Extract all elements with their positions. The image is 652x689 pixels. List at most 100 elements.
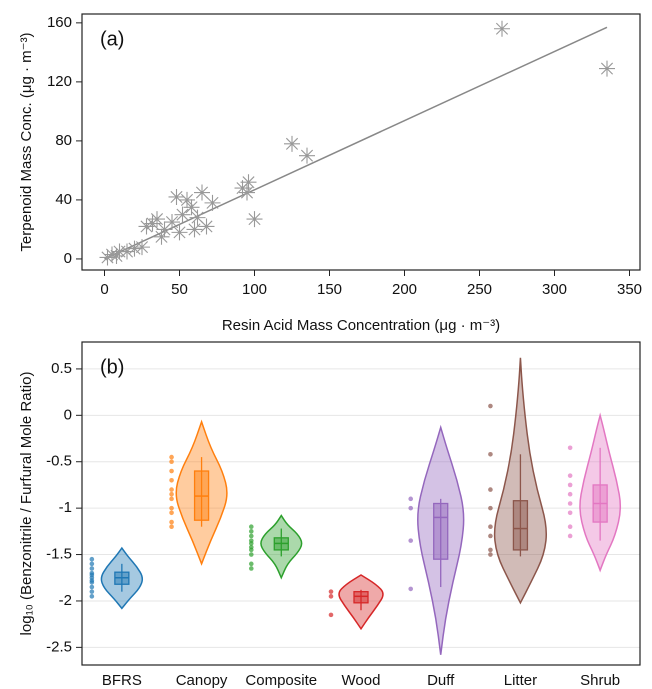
point <box>248 547 254 553</box>
point <box>169 505 174 511</box>
point <box>204 194 221 211</box>
x-tick-label: BFRS <box>102 672 142 689</box>
point <box>488 452 493 457</box>
x-tick-label: 50 <box>171 281 188 298</box>
panel-label: (b) <box>100 356 124 378</box>
point <box>89 556 95 562</box>
y-tick-label: 0 <box>64 250 72 267</box>
y-tick-label: -1 <box>59 499 72 516</box>
box <box>353 591 369 604</box>
x-tick-label: Canopy <box>176 672 228 689</box>
point <box>189 209 206 226</box>
point <box>248 529 254 534</box>
x-tick-label: 300 <box>542 281 567 298</box>
point <box>169 459 174 465</box>
point <box>248 561 254 567</box>
point <box>488 487 493 492</box>
point <box>567 533 573 539</box>
point <box>488 524 493 530</box>
point <box>169 491 174 497</box>
point <box>328 594 334 599</box>
y-tick-label: 40 <box>55 191 72 208</box>
point <box>126 240 143 257</box>
point <box>248 552 254 557</box>
point <box>169 468 174 474</box>
point <box>567 491 573 497</box>
point <box>194 184 210 201</box>
point <box>567 510 573 516</box>
x-tick-label: 200 <box>392 281 417 298</box>
point <box>99 249 116 266</box>
plot-frame <box>81 13 641 271</box>
point <box>156 221 173 238</box>
point <box>89 580 95 585</box>
point <box>174 206 191 223</box>
point <box>488 505 493 511</box>
point <box>408 505 414 511</box>
point <box>89 589 95 594</box>
point <box>119 243 135 260</box>
point <box>567 482 573 488</box>
point <box>408 586 414 592</box>
x-tick-label: 350 <box>617 281 642 298</box>
point <box>169 487 174 492</box>
y-tick-label: -1.5 <box>46 546 72 563</box>
point <box>138 218 155 235</box>
y-tick-label: 0 <box>64 406 72 423</box>
point <box>89 566 95 571</box>
point <box>248 524 254 530</box>
point <box>408 496 414 502</box>
y-tick-label: 120 <box>47 73 72 90</box>
point <box>153 228 170 245</box>
point <box>328 612 334 618</box>
point <box>567 445 573 451</box>
x-tick-label: 100 <box>242 281 267 298</box>
point <box>299 147 315 164</box>
y-tick-label: 80 <box>55 132 72 149</box>
point <box>169 519 174 525</box>
y-axis-label: log₁₀ (Benzonitrile / Furfural Mole Rati… <box>18 372 35 636</box>
box <box>512 500 529 551</box>
y-tick-label: -2 <box>59 592 72 609</box>
point <box>169 510 174 516</box>
x-tick-label: 0 <box>100 281 108 298</box>
y-tick-label: 0.5 <box>51 360 72 377</box>
point <box>494 20 510 37</box>
y-tick-label: 160 <box>47 14 72 31</box>
x-tick-label: Wood <box>342 672 381 689</box>
point <box>108 247 125 264</box>
x-axis-label: Resin Acid Mass Concentration (μg · m⁻³) <box>222 317 500 334</box>
point <box>239 184 255 201</box>
point <box>171 224 188 241</box>
point <box>164 214 180 231</box>
point <box>246 211 263 228</box>
point <box>567 524 573 530</box>
point <box>104 246 120 263</box>
x-tick-label: 250 <box>467 281 492 298</box>
point <box>168 188 185 205</box>
point <box>488 403 493 409</box>
plot-frame <box>81 341 641 666</box>
point <box>488 533 493 539</box>
y-axis-label: Terpenoid Mass Conc. (μg · m⁻³) <box>18 32 35 251</box>
y-tick-label: -0.5 <box>46 453 72 470</box>
point <box>328 589 334 594</box>
point <box>248 533 254 539</box>
point <box>89 594 95 599</box>
y-tick-label: -2.5 <box>46 638 72 655</box>
point <box>240 174 257 191</box>
point <box>248 566 254 571</box>
x-tick-label: Composite <box>245 672 317 689</box>
point <box>248 541 254 546</box>
box <box>433 502 449 560</box>
point <box>134 239 150 256</box>
x-tick-label: Duff <box>427 672 455 689</box>
x-tick-label: 150 <box>317 281 342 298</box>
x-tick-label: Litter <box>504 672 537 689</box>
point <box>488 547 493 553</box>
point <box>186 221 203 238</box>
point <box>169 524 174 530</box>
point <box>89 561 95 567</box>
point <box>567 501 573 506</box>
